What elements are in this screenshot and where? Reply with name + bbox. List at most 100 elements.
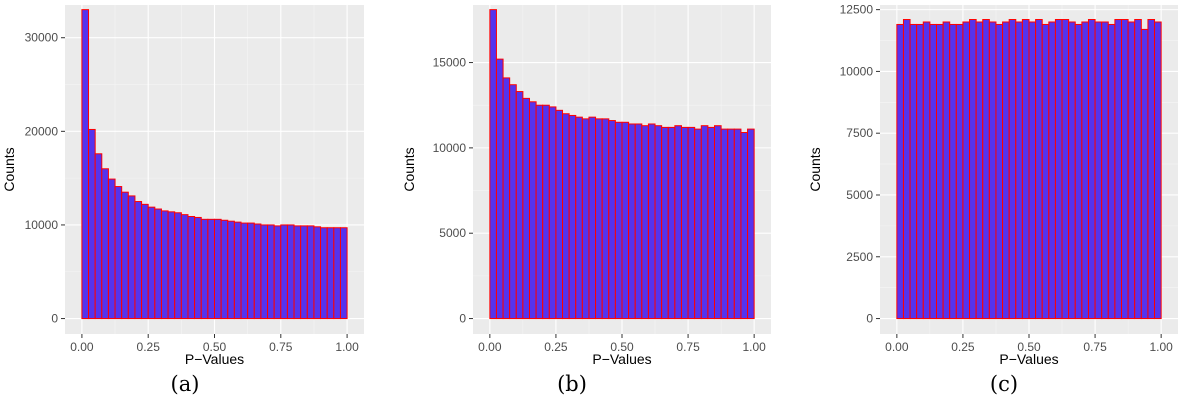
histogram-bar: [929, 23, 937, 320]
y-tick-label: 5000: [846, 188, 873, 202]
x-tick-label: 1.00: [1149, 340, 1173, 354]
y-tick-label: 10000: [433, 141, 467, 155]
x-tick-label: 1.00: [335, 340, 359, 354]
x-tick-label: 0.75: [1083, 340, 1107, 354]
histogram-bar: [214, 218, 222, 320]
histogram-bar: [1015, 21, 1023, 320]
y-tick-label: 7500: [846, 126, 873, 140]
y-axis-title: Counts: [401, 147, 417, 191]
histogram-bar: [207, 218, 215, 320]
histogram-bar: [595, 118, 603, 320]
histogram-bar: [982, 19, 990, 320]
histogram-bar: [548, 106, 557, 320]
histogram-bar: [154, 208, 162, 320]
histogram-bar: [969, 19, 977, 320]
histogram-bar: [942, 21, 951, 320]
histogram-bar: [127, 195, 136, 320]
histogram-bar: [88, 128, 96, 320]
histogram-bar: [1054, 19, 1063, 320]
x-tick-label: 1.00: [742, 340, 766, 354]
histogram-bar: [147, 206, 156, 320]
histogram-bar: [495, 58, 504, 320]
x-tick-label: 0.75: [676, 340, 700, 354]
histogram-bar: [134, 201, 143, 320]
histogram-bar: [1048, 21, 1056, 320]
histogram-bar: [339, 227, 348, 320]
histogram-bar: [1035, 19, 1043, 320]
x-tick-label: 0.50: [610, 340, 634, 354]
histogram-bar: [714, 125, 722, 320]
histogram-bar: [1101, 21, 1109, 320]
histogram-bar: [515, 91, 524, 320]
histogram-bar: [174, 212, 182, 320]
histogram-bar: [273, 225, 282, 320]
histogram-bar: [935, 23, 944, 320]
histogram-bar: [1021, 19, 1030, 320]
histogram-bar: [1147, 19, 1156, 320]
histogram-bar: [200, 218, 209, 320]
histogram-bar: [81, 9, 90, 320]
x-axis-title: P−Values: [999, 351, 1058, 367]
histogram-bar: [233, 221, 242, 320]
histogram-bar: [588, 116, 597, 320]
histogram-bar: [654, 125, 663, 320]
histogram-bar: [1081, 21, 1089, 320]
histogram-bar: [293, 225, 302, 320]
histogram-bar: [1107, 23, 1116, 320]
caption-c: (c): [989, 372, 1019, 396]
x-tick-label: 0.75: [269, 340, 293, 354]
histogram-bar: [707, 126, 716, 320]
histogram-bar: [141, 203, 149, 320]
histogram-bar: [641, 125, 649, 320]
y-tick-label: 30000: [25, 31, 59, 45]
y-tick-label: 2500: [846, 250, 873, 264]
histogram-bar: [247, 222, 255, 320]
y-tick-label: 20000: [25, 124, 59, 138]
histogram-bar: [1028, 21, 1037, 320]
histogram-bar: [614, 121, 623, 320]
histogram-bar: [260, 224, 269, 320]
histogram-bar: [720, 128, 729, 320]
histogram-bar: [107, 178, 116, 320]
histogram-bar: [253, 223, 262, 320]
histogram-bar: [280, 224, 288, 320]
chart-panel-a: 0.00 0.25 0.50 0.75 1.00 0 10000 20000 30000 P−Va…: [0, 0, 380, 413]
x-tick-label: 0.25: [137, 340, 161, 354]
histogram-bar: [674, 125, 682, 320]
histogram-bar: [949, 23, 957, 320]
histogram-bar: [240, 222, 249, 320]
histogram-bar: [634, 123, 643, 320]
y-tick-label: 0: [459, 312, 466, 326]
histogram-bar: [1114, 19, 1123, 320]
histogram-bar: [687, 126, 696, 320]
histogram-bar: [1121, 19, 1129, 320]
y-tick-label: 15000: [433, 56, 467, 70]
y-tick-label: 0: [866, 312, 873, 326]
histogram-bar: [509, 84, 517, 320]
histogram-bar: [601, 118, 610, 320]
chart-panel-b: 0.00 0.25 0.50 0.75 1.00 0 5000 10000 15000 P−Val…: [400, 0, 785, 413]
histogram-bar: [1154, 21, 1162, 320]
histogram-a: 0.00 0.25 0.50 0.75 1.00 0 10000 20000 30000 P−Va…: [1, 5, 364, 367]
histogram-bar: [975, 21, 984, 320]
histogram-bar: [306, 225, 315, 320]
histogram-bar: [995, 23, 1004, 320]
histogram-bar: [902, 19, 911, 320]
histogram-bar: [167, 211, 176, 320]
histogram-c: 0.00 0.25 0.50 0.75 1.00 0 2500 5000 7500 10000 12…: [807, 3, 1178, 367]
bars: [489, 9, 755, 320]
chart-panel-c: 0.00 0.25 0.50 0.75 1.00 0 2500 5000 7500 10000 12…: [806, 0, 1186, 413]
histogram-bar: [1061, 19, 1070, 320]
histogram-bar: [267, 224, 275, 320]
histogram-bar: [575, 116, 583, 320]
histogram-bar: [555, 109, 564, 320]
y-tick-label: 10000: [840, 64, 874, 78]
histogram-bar: [680, 126, 689, 320]
histogram-bar: [608, 120, 616, 320]
histogram-bar: [300, 225, 308, 320]
histogram-bar: [313, 226, 322, 320]
histogram-bar: [326, 227, 335, 320]
histogram-bar: [962, 21, 971, 320]
y-axis-title: Counts: [807, 147, 823, 191]
histogram-bar: [727, 128, 735, 320]
